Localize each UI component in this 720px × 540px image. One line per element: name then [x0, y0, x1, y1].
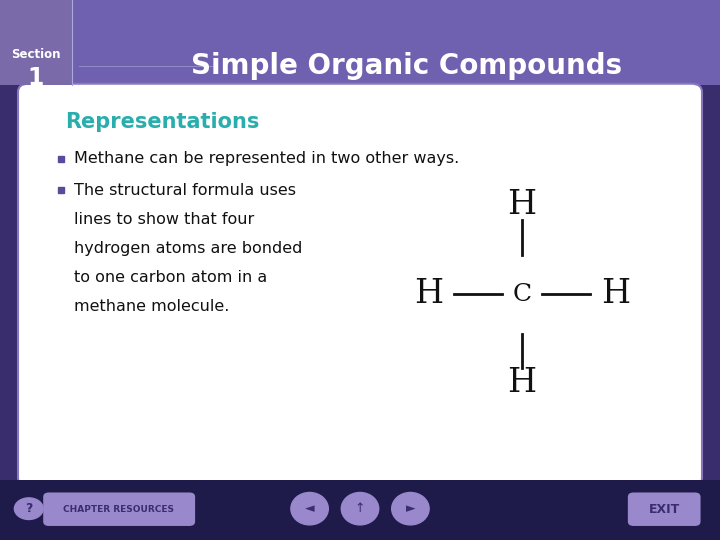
Text: ◄: ◄	[305, 502, 315, 515]
Text: Representations: Representations	[65, 111, 259, 132]
Text: H: H	[601, 278, 630, 310]
Ellipse shape	[392, 492, 429, 525]
Ellipse shape	[291, 492, 328, 525]
Circle shape	[14, 498, 43, 519]
FancyBboxPatch shape	[18, 84, 702, 486]
Text: hydrogen atoms are bonded: hydrogen atoms are bonded	[74, 241, 302, 256]
Text: C: C	[513, 283, 531, 306]
Text: ?: ?	[25, 502, 32, 515]
Text: Section: Section	[12, 48, 60, 60]
Text: CHAPTER RESOURCES: CHAPTER RESOURCES	[63, 505, 174, 514]
Text: EXIT: EXIT	[649, 503, 680, 516]
FancyBboxPatch shape	[43, 492, 195, 526]
Text: ↑: ↑	[355, 502, 365, 515]
FancyBboxPatch shape	[0, 480, 720, 540]
FancyBboxPatch shape	[0, 0, 720, 85]
Text: 1: 1	[28, 66, 44, 90]
Text: Methane can be represented in two other ways.: Methane can be represented in two other …	[74, 151, 459, 166]
Ellipse shape	[341, 492, 379, 525]
Text: H: H	[508, 367, 536, 400]
Text: The structural formula uses: The structural formula uses	[74, 183, 296, 198]
Text: methane molecule.: methane molecule.	[74, 299, 230, 314]
Text: ►: ►	[405, 502, 415, 515]
Text: H: H	[508, 189, 536, 221]
Text: lines to show that four: lines to show that four	[74, 212, 254, 227]
FancyBboxPatch shape	[628, 492, 701, 526]
Text: H: H	[414, 278, 443, 310]
Text: to one carbon atom in a: to one carbon atom in a	[74, 270, 267, 285]
Text: Simple Organic Compounds: Simple Organic Compounds	[192, 52, 622, 80]
FancyBboxPatch shape	[0, 0, 72, 85]
